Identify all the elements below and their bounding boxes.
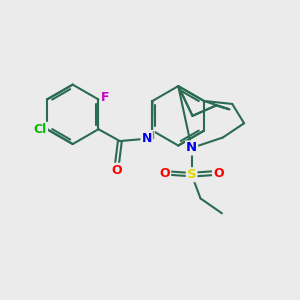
Text: O: O (160, 167, 170, 180)
Text: F: F (101, 92, 109, 104)
Text: O: O (112, 164, 122, 177)
Text: N: N (141, 132, 152, 145)
Text: Cl: Cl (34, 123, 47, 136)
Text: O: O (213, 167, 224, 180)
Text: N: N (186, 141, 197, 154)
Text: H: H (146, 131, 154, 141)
Text: S: S (187, 168, 196, 181)
